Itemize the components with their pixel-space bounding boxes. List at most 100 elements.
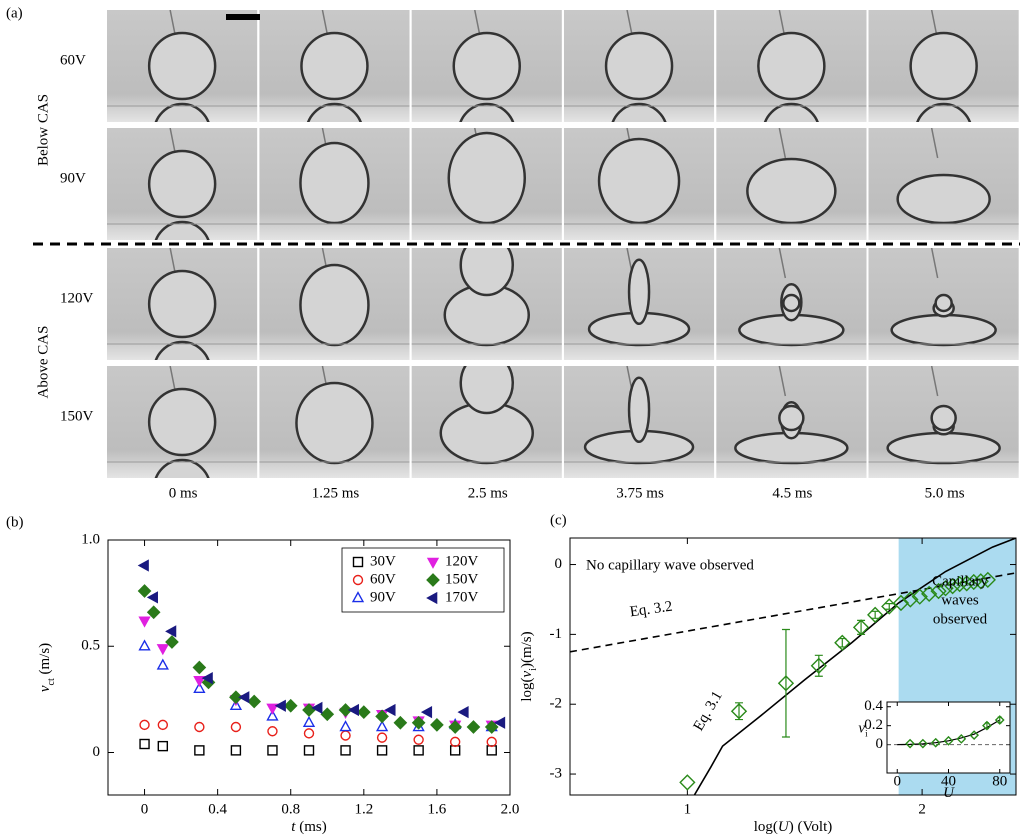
point: [139, 561, 148, 571]
point: [158, 742, 167, 751]
x-tick-label: 2.0: [501, 801, 520, 817]
droplet-neck: [629, 378, 649, 442]
point: [140, 617, 150, 626]
axis-label-part: )(m/s): [519, 631, 535, 668]
axis-label: U: [943, 785, 955, 801]
point: [195, 746, 204, 755]
point: [395, 717, 407, 729]
point: [240, 692, 249, 702]
photo: [412, 128, 562, 240]
photo: [716, 366, 866, 478]
droplet: [149, 33, 215, 99]
droplet-base: [296, 383, 372, 463]
panel-a: (a) Below CAS Above CAS 60V90V120V150V0 …: [6, 5, 1020, 516]
point: [148, 606, 160, 618]
group-label: Above CAS: [35, 326, 51, 399]
legend-label: 150V: [445, 571, 479, 587]
legend-label: 170V: [445, 589, 479, 605]
droplet-base: [888, 433, 1000, 463]
y-tick-label: 0: [555, 556, 563, 572]
error-bar: [782, 629, 790, 737]
photo: [412, 353, 562, 478]
x-tick-label: 2: [918, 801, 926, 817]
point: [378, 746, 387, 755]
x-tick-label: 80: [992, 773, 1007, 789]
point: [276, 701, 285, 711]
axis-label-part: log(: [519, 677, 535, 701]
droplet: [449, 133, 525, 223]
annotation: No capillary wave observed: [586, 557, 754, 573]
x-tick-label: 1.6: [428, 801, 447, 817]
droplet: [149, 271, 215, 337]
error-bar: [871, 611, 879, 618]
column-label: 1.25 ms: [312, 485, 360, 501]
point: [140, 641, 150, 650]
column-label: 3.75 ms: [616, 485, 664, 501]
column-label: 0 ms: [169, 485, 198, 501]
figure: (a) Below CAS Above CAS 60V90V120V150V0 …: [0, 0, 1023, 838]
point: [341, 746, 350, 755]
photo: [564, 128, 714, 240]
photo: [869, 248, 1019, 360]
photo: [716, 248, 866, 360]
point: [378, 733, 387, 742]
droplet: [606, 33, 672, 99]
satellite-droplet: [779, 406, 803, 430]
droplet: [747, 159, 835, 223]
chart: (b)00.40.81.21.62.000.51.0t (ms)vct (m/s…: [6, 514, 519, 835]
point: [414, 735, 423, 744]
row-label: 60V: [60, 52, 86, 68]
point: [231, 746, 240, 755]
axis-label-part: log(: [754, 819, 778, 835]
photo: [869, 366, 1019, 478]
point: [158, 720, 167, 729]
photo: [564, 366, 714, 478]
y-tick-label: 0: [93, 744, 101, 760]
point: [167, 626, 176, 636]
point: [194, 662, 206, 674]
droplet-base: [892, 315, 996, 345]
row-label: 90V: [60, 170, 86, 186]
y-tick-label: 0.4: [864, 698, 883, 714]
row-label: 120V: [60, 290, 94, 306]
panel-label: (c): [550, 512, 567, 528]
axis-label: t (ms): [291, 819, 326, 835]
region-label: observed: [933, 611, 988, 627]
axis-label: vct (m/s): [37, 643, 56, 692]
axis-label: log(vi)(m/s): [519, 631, 538, 701]
point: [158, 645, 168, 654]
error-bar: [735, 703, 743, 720]
droplet: [758, 33, 824, 99]
droplet: [911, 33, 977, 99]
x-tick-label: 0.4: [208, 801, 227, 817]
point: [349, 705, 358, 715]
droplet-base: [300, 265, 368, 345]
satellite-droplet: [932, 406, 956, 430]
droplet: [301, 33, 367, 99]
legend-label: 30V: [370, 553, 396, 569]
point: [358, 706, 370, 718]
point: [468, 721, 480, 733]
point: [231, 723, 240, 732]
point: [158, 660, 168, 669]
point: [680, 775, 694, 789]
point: [487, 746, 496, 755]
point: [321, 708, 333, 720]
point: [451, 746, 460, 755]
point: [386, 705, 395, 715]
x-tick-label: 1.2: [354, 801, 373, 817]
x-tick-label: 0.8: [281, 801, 300, 817]
droplet: [149, 151, 215, 217]
point: [431, 719, 443, 731]
point: [304, 717, 314, 726]
point: [459, 707, 468, 717]
axis-label-part: U: [943, 785, 955, 801]
droplet: [898, 175, 990, 223]
point: [140, 720, 149, 729]
panel-label: (a): [6, 5, 23, 21]
photo: [259, 248, 409, 360]
legend-label: 60V: [370, 571, 396, 587]
droplet: [454, 33, 520, 99]
x-tick-label: 0: [894, 773, 902, 789]
